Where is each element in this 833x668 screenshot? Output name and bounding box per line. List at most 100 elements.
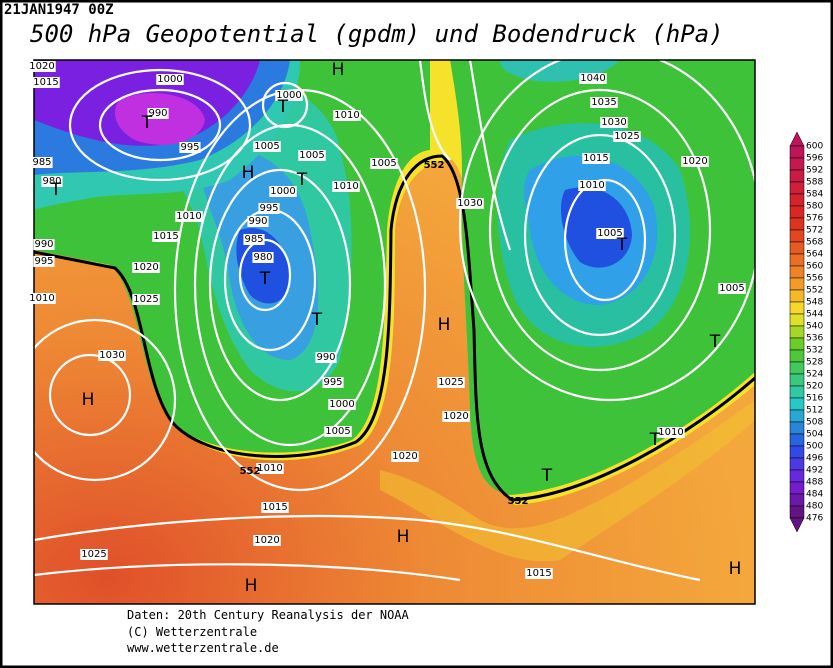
label-bg	[253, 141, 281, 152]
pressure-center: T	[259, 269, 271, 289]
isobar-label: 985	[32, 157, 51, 168]
label-bg	[613, 131, 641, 142]
isobar-label: 995	[34, 256, 53, 267]
pressure-center: T	[709, 332, 721, 352]
pressure-center: H	[332, 60, 345, 80]
isobar-label: 985	[244, 234, 263, 245]
date: 21JAN1947 00Z	[4, 2, 114, 18]
colorbar-label: 520	[806, 382, 823, 392]
isobar-label: 1010	[579, 180, 604, 191]
isobar-label: 1035	[591, 97, 616, 108]
colorbar-cell	[789, 217, 805, 231]
contour-label: 552	[424, 160, 445, 171]
colorbar-label: 488	[806, 478, 823, 488]
isobar-label: 1020	[133, 262, 158, 273]
colorbar-label: 592	[806, 166, 823, 176]
label-bg	[324, 426, 352, 437]
label-bg	[147, 108, 169, 119]
isobar-label: 1020	[682, 156, 707, 167]
colorbar-label: 484	[806, 490, 823, 500]
pressure-center: H	[729, 559, 742, 579]
pressure-center: T	[141, 113, 153, 133]
colorbar-label: 480	[806, 502, 823, 512]
pressure-center: H	[242, 163, 255, 183]
isobar-label: 1005	[371, 158, 396, 169]
colorbar-cell	[789, 385, 805, 399]
isobar-label: 1005	[719, 283, 744, 294]
label-bg	[579, 73, 607, 84]
isobar-label: 1030	[457, 198, 482, 209]
isobar-label: 1005	[597, 228, 622, 239]
label-bg	[333, 110, 361, 121]
isobar-label: 1010	[334, 110, 359, 121]
colorbar-label: 492	[806, 466, 823, 476]
isobar-label: 1025	[438, 377, 463, 388]
colorbar-label: 524	[806, 370, 823, 380]
label-bg	[456, 198, 484, 209]
pressure-center: T	[649, 430, 661, 450]
label-bg	[261, 502, 289, 513]
label-bg	[370, 158, 398, 169]
isobar-label: 1025	[614, 131, 639, 142]
label-bg	[243, 234, 265, 245]
label-bg	[156, 74, 184, 85]
label-bg	[32, 77, 60, 88]
isobar-label: 1010	[176, 211, 201, 222]
isobar-label: 1020	[29, 61, 54, 72]
colorbar-label: 516	[806, 394, 823, 404]
label-bg	[442, 411, 470, 422]
colorbar-end	[789, 517, 805, 533]
map-border	[33, 59, 756, 605]
label-bg	[590, 97, 618, 108]
isobar-label: 1030	[99, 350, 124, 361]
label-bg	[718, 283, 746, 294]
colorbar-label: 572	[806, 226, 823, 236]
isobar-label: 1025	[81, 549, 106, 560]
colorbar-cell	[789, 169, 805, 183]
isobar-label: 1005	[325, 426, 350, 437]
label-bg	[315, 352, 337, 363]
colorbar-label: 596	[806, 154, 823, 164]
colorbar-cell	[789, 505, 805, 519]
colorbar-cell	[789, 481, 805, 495]
isobar-label: 1010	[658, 427, 683, 438]
colorbar-label: 588	[806, 178, 823, 188]
colorbar-cell	[789, 409, 805, 423]
label-bg	[28, 61, 56, 72]
label-bg	[256, 463, 284, 474]
colorbar-label: 528	[806, 358, 823, 368]
isobar-label: 980	[42, 176, 61, 187]
label-bg	[328, 399, 356, 410]
label-bg	[437, 377, 465, 388]
colorbar-cell	[789, 277, 805, 291]
colorbar-cell	[789, 361, 805, 375]
label-bg	[298, 150, 326, 161]
isobar-label: 990	[34, 239, 53, 250]
colorbar-label: 496	[806, 454, 823, 464]
colorbar-cell	[789, 265, 805, 279]
isobar-label: 1020	[443, 411, 468, 422]
contour-label: 552	[508, 496, 529, 507]
label-bg	[391, 451, 419, 462]
isobar-label: 990	[148, 108, 167, 119]
colorbar-cell	[789, 469, 805, 483]
colorbar-label: 576	[806, 214, 823, 224]
isobar-label: 995	[323, 377, 342, 388]
colorbar-cell	[789, 157, 805, 171]
pressure-center: T	[50, 180, 62, 200]
isobar-label: 1040	[580, 73, 605, 84]
label-bg	[269, 186, 297, 197]
colorbar-cell	[789, 241, 805, 255]
pressure-center: H	[438, 315, 451, 335]
colorbar-cell	[789, 445, 805, 459]
colorbar-cell	[789, 397, 805, 411]
colorbar-cell	[789, 205, 805, 219]
isobar-label: 1000	[276, 90, 301, 101]
label-bg	[152, 231, 180, 242]
colorbar-cell	[789, 229, 805, 243]
colorbar-cell	[789, 301, 805, 315]
label-bg	[179, 142, 201, 153]
label-bg	[275, 90, 303, 101]
label-bg	[132, 294, 160, 305]
